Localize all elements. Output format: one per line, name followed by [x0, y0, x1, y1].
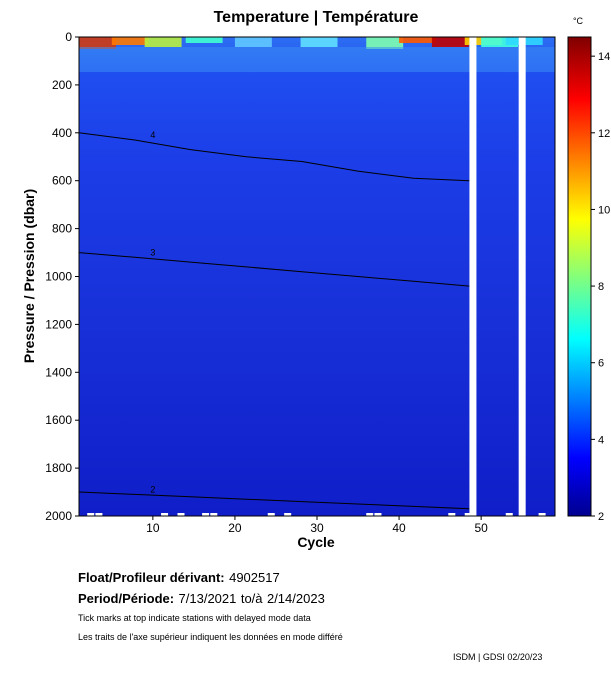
surface-patch: [366, 37, 404, 49]
credit-stamp: ISDM | GDSI 02/20/23: [453, 652, 543, 662]
start-date: 7/13/2021: [178, 591, 237, 606]
y-tick-label: 600: [52, 174, 72, 188]
bottom-mark: [538, 513, 546, 516]
surface-patch: [234, 37, 272, 47]
isotherm-line: [78, 132, 470, 182]
float-label: Float/Profileur dérivant:: [78, 570, 225, 585]
bottom-mark: [505, 513, 513, 516]
bottom-mark: [87, 513, 95, 516]
isotherm-label: 3: [150, 247, 155, 257]
float-id: 4902517: [229, 570, 280, 585]
temperature-field: [79, 37, 555, 516]
bottom-profile-marks: [87, 513, 546, 516]
warm-surface-layer: [79, 37, 555, 72]
bottom-mark: [267, 513, 275, 516]
missing-cycle-gaps: [469, 37, 526, 516]
missing-cycle-gap: [469, 37, 477, 516]
y-tick-label: 1800: [45, 461, 72, 475]
bottom-mark: [284, 513, 292, 516]
surface-patch: [79, 37, 116, 49]
colorbar: °C 2 4 6 8 10 12 14: [567, 16, 610, 523]
surface-patch: [111, 37, 149, 45]
bottom-mark: [464, 513, 472, 516]
bottom-mark: [95, 513, 103, 516]
isotherm-contours: 4 3 2: [78, 130, 470, 510]
x-tick-label: 50: [474, 521, 488, 535]
y-tick-label: 0: [65, 30, 72, 44]
colorbar-unit: °C: [573, 16, 584, 26]
colorbar-tick-label: 12: [598, 128, 610, 140]
surface-patch: [431, 37, 469, 47]
colorbar-ticks: 2 4 6 8 10 12 14: [591, 51, 610, 523]
colorbar-tick-label: 14: [598, 51, 610, 63]
bottom-mark: [202, 513, 210, 516]
bottom-mark: [177, 513, 185, 516]
y-tick-label: 2000: [45, 509, 72, 523]
colorbar-tick-label: 6: [598, 358, 604, 370]
isotherm-label: 4: [150, 130, 155, 140]
chart-title: Temperature | Température: [214, 9, 419, 26]
surface-patch: [144, 37, 182, 47]
period-line: Period/Période: 7/13/2021 to/à 2/14/2023: [78, 590, 325, 608]
bottom-mark: [366, 513, 374, 516]
delayed-mode-note-en: Tick marks at top indicate stations with…: [78, 613, 311, 623]
x-tick-label: 40: [392, 521, 406, 535]
period-label: Period/Période:: [78, 591, 175, 606]
colorbar-tick-label: 4: [598, 434, 604, 446]
surface-patch: [300, 37, 338, 47]
colorbar-tick-label: 8: [598, 281, 604, 293]
mixed-layer-band: [79, 47, 555, 72]
float-line: Float/Profileur dérivant: 4902517: [78, 569, 280, 587]
missing-cycle-gap: [518, 37, 526, 516]
colorbar-tick-label: 10: [598, 204, 610, 216]
isotherm-line: [78, 491, 470, 510]
y-tick-label: 400: [52, 126, 72, 140]
end-date: 2/14/2023: [266, 591, 325, 606]
isotherm-label: 2: [150, 484, 155, 494]
y-tick-label: 1600: [45, 413, 72, 427]
surface-patch: [185, 37, 223, 43]
colorbar-scale: [567, 36, 592, 517]
y-axis-label: Pressure / Pression (dbar): [21, 189, 37, 363]
bottom-mark: [448, 513, 456, 516]
colorbar-tick-label: 2: [598, 511, 604, 523]
y-tick-label: 1000: [45, 270, 72, 284]
y-tick-label: 800: [52, 222, 72, 236]
x-axis-ticks: 10 20 30 40 50: [146, 516, 488, 535]
x-tick-label: 20: [228, 521, 242, 535]
surface-patch: [481, 37, 519, 47]
isotherm-line: [78, 252, 470, 287]
x-axis-label: Cycle: [297, 534, 335, 550]
bottom-mark: [374, 513, 382, 516]
delayed-mode-note-fr: Les traits de l'axe supérieur indiquent …: [78, 632, 343, 642]
bottom-mark: [161, 513, 169, 516]
y-tick-label: 200: [52, 78, 72, 92]
bottom-mark: [210, 513, 218, 516]
y-axis-ticks: 0 200 400 600 800 1000 1200 1400 1600 1800 2000: [45, 30, 79, 523]
plot-area: 4 3 2: [78, 36, 556, 517]
y-tick-label: 1400: [45, 365, 72, 379]
x-tick-label: 30: [310, 521, 324, 535]
x-tick-label: 10: [146, 521, 160, 535]
to-label: to/à: [240, 591, 263, 606]
y-tick-label: 1200: [45, 317, 72, 331]
surface-patch: [399, 37, 436, 43]
